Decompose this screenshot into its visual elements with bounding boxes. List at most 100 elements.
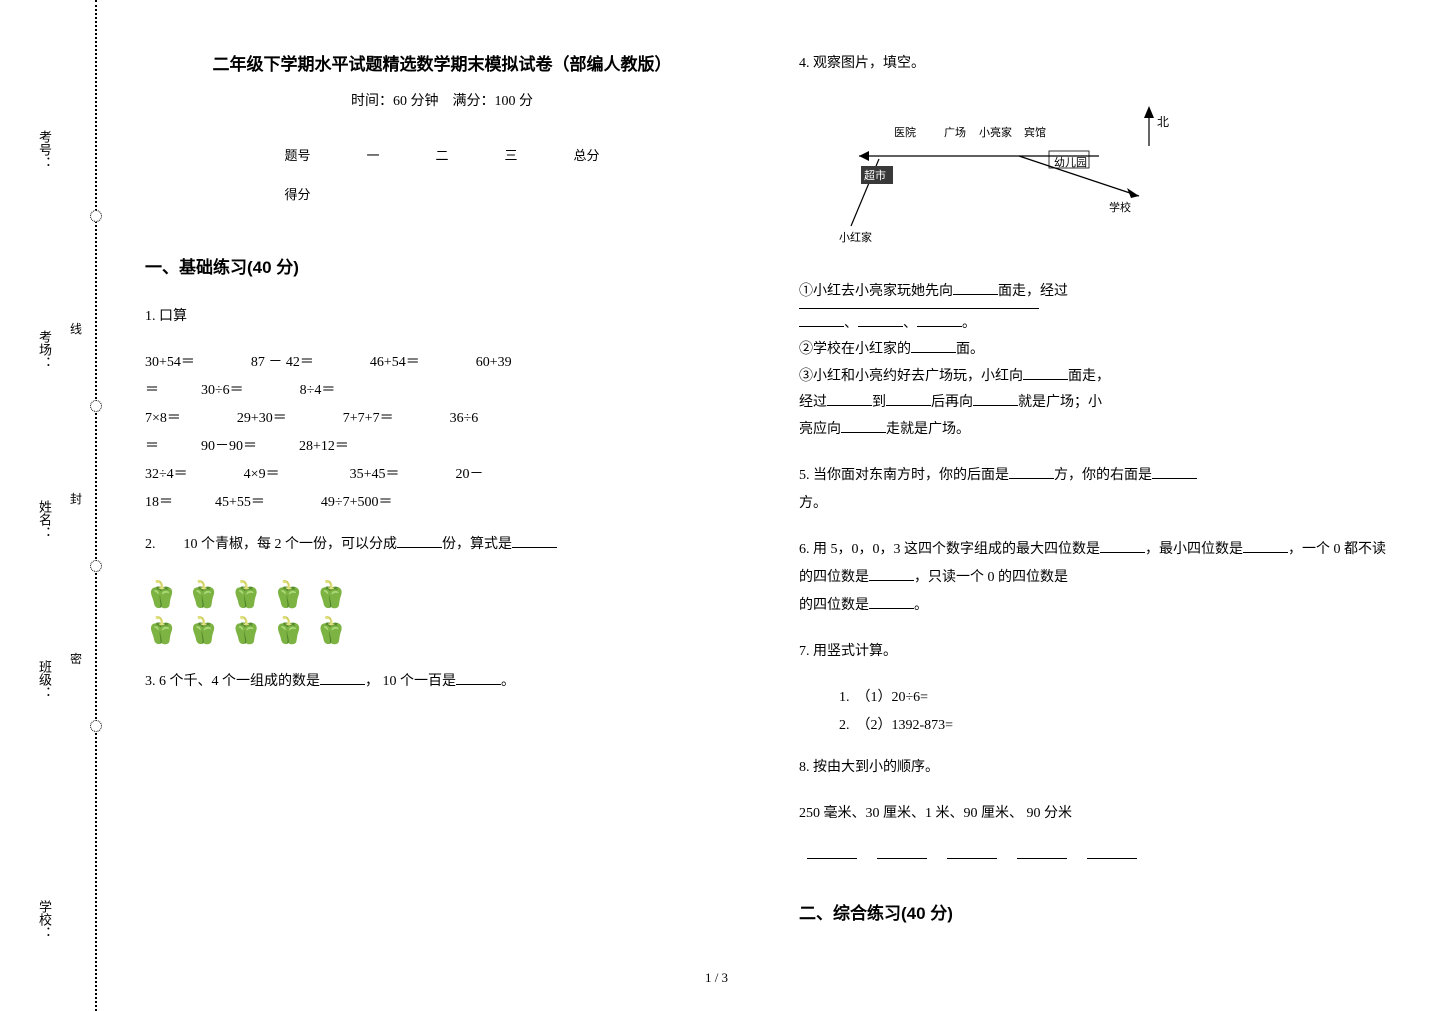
arrow-left-icon — [859, 151, 869, 161]
pepper-row: 🫑🫑🫑🫑🫑 — [145, 577, 739, 613]
q4-l2d: 。 — [962, 316, 976, 331]
q6: 6. 用 5，0，0，3 这四个数字组成的最大四位数是，最小四位数是，一个 0 … — [799, 536, 1393, 620]
q6-text-e: 。 — [914, 598, 928, 613]
q6-text-b: ，最小四位数是 — [1145, 542, 1243, 557]
blank — [947, 858, 997, 859]
section-1-heading: 一、基础练习(40 分) — [145, 253, 739, 278]
calc-row: 30+54＝ 87 － 42＝ 46+54＝ 60+39 — [145, 349, 739, 377]
seam-circle-icon — [90, 400, 102, 412]
blank — [1017, 858, 1067, 859]
map-label-north: 北 — [1157, 115, 1169, 129]
q4-l1b: 面走，经过 — [998, 284, 1068, 299]
binding-edge: 考号：考场：姓名：班级：学校：线封密 — [0, 0, 115, 1011]
blank — [911, 339, 956, 353]
q5-text-b: 方，你的右面是 — [1054, 468, 1152, 483]
q4-l5b: 到 — [872, 395, 886, 410]
blank — [917, 313, 962, 327]
q1-calculations: 30+54＝ 87 － 42＝ 46+54＝ 60+39 ＝ 30÷6＝ 8÷4… — [145, 349, 739, 517]
blank — [869, 567, 914, 581]
blank — [456, 671, 501, 685]
map-label-kinder: 幼儿园 — [1054, 156, 1087, 169]
score-table: 题号 一 二 三 总分 得分 — [256, 135, 627, 213]
blank — [799, 313, 844, 327]
right-column: 4. 观察图片，填空。 超市 医院 广场 小亮家 — [799, 50, 1393, 981]
q6-text-e-pre: 的四位数是 — [799, 598, 869, 613]
binding-label: 姓名： — [35, 500, 54, 539]
exam-subtitle: 时间：60 分钟 满分：100 分 — [145, 90, 739, 110]
q5-text-a: 5. 当你面对东南方时，你的后面是 — [799, 468, 1009, 483]
blank — [320, 671, 365, 685]
q4-l5c: 后再向 — [931, 395, 973, 410]
q4-l6b: 走就是广场。 — [886, 422, 970, 437]
page-content: 二年级下学期水平试题精选数学期末模拟试卷（部编人教版） 时间：60 分钟 满分：… — [115, 0, 1433, 1011]
blank — [877, 858, 927, 859]
section-2-heading: 二、综合练习(40 分) — [799, 899, 1393, 924]
pepper-row: 🫑🫑🫑🫑🫑 — [145, 613, 739, 649]
binding-label: 学校： — [35, 900, 54, 939]
q2-text-b: 份，算式是 — [442, 537, 512, 552]
q3: 3. 6 个千、4 个一组成的数是 ， 10 个一百是 。 — [145, 668, 739, 696]
map-label-market: 超市 — [864, 168, 886, 182]
q4-l1a: ①小红去小亮家玩她先向 — [799, 284, 953, 299]
q1-label: 1. 口算 — [145, 303, 739, 331]
left-column: 二年级下学期水平试题精选数学期末模拟试卷（部编人教版） 时间：60 分钟 满分：… — [145, 50, 739, 981]
q6-text-d: ，只读一个 0 的四位数是 — [914, 570, 1068, 585]
blank — [1100, 539, 1145, 553]
q7-items: 1. （1）20÷6= 2. （2）1392-873= — [799, 684, 1393, 740]
q4-l3b: 面。 — [956, 342, 984, 357]
q8-label: 8. 按由大到小的顺序。 — [799, 754, 1393, 782]
blank — [858, 313, 903, 327]
map-label-hotel: 宾馆 — [1024, 125, 1046, 139]
q3-text-b: ， 10 个一百是 — [365, 674, 456, 689]
calc-row: 7×8＝ 29+30＝ 7+7+7＝ 36÷6 — [145, 405, 739, 433]
seam-char: 封 — [70, 490, 82, 507]
dotted-seam-line — [95, 0, 97, 1011]
q5-text-c: 方。 — [799, 496, 827, 511]
calc-row: 32÷4＝ 4×9＝ 35+45＝ 20－ — [145, 461, 739, 489]
th-three: 三 — [477, 135, 546, 174]
calc-row: ＝ 90－90＝ 28+12＝ — [145, 433, 739, 461]
q4-l4a: ③小红和小亮约好去广场玩，小红向 — [799, 369, 1023, 384]
td-blank — [338, 174, 407, 213]
exam-title: 二年级下学期水平试题精选数学期末模拟试卷（部编人教版） — [145, 50, 739, 75]
seam-circle-icon — [90, 560, 102, 572]
q8-items: 250 毫米、30 厘米、1 米、90 厘米、 90 分米 — [799, 800, 1393, 828]
map-illustration: 超市 医院 广场 小亮家 宾馆 北 幼儿园 学校 小红家 — [839, 96, 1199, 261]
q3-text-a: 3. 6 个千、4 个一组成的数是 — [145, 674, 320, 689]
binding-label: 考号： — [35, 130, 54, 169]
q4-l3a: ②学校在小红家的 — [799, 342, 911, 357]
map-label-hong-home: 小红家 — [839, 230, 872, 244]
blank — [869, 595, 914, 609]
north-arrow-icon — [1144, 106, 1154, 118]
q8-blanks — [799, 846, 1393, 864]
q4-l4b: 面走， — [1068, 369, 1110, 384]
td-score-label: 得分 — [256, 174, 338, 213]
map-label-square: 广场 — [944, 125, 966, 139]
binding-label: 考场： — [35, 330, 54, 369]
seam-circle-icon — [90, 210, 102, 222]
peppers-illustration: 🫑🫑🫑🫑🫑 🫑🫑🫑🫑🫑 — [145, 577, 739, 650]
blank — [512, 534, 557, 548]
calc-row: ＝ 30÷6＝ 8÷4＝ — [145, 377, 739, 405]
q4-label: 4. 观察图片，填空。 — [799, 50, 1393, 78]
blank — [397, 534, 442, 548]
blank — [827, 392, 872, 406]
q4-l2b: 、 — [844, 316, 858, 331]
th-two: 二 — [407, 135, 476, 174]
q3-text-c: 。 — [501, 674, 515, 689]
q4-l2c: 、 — [903, 316, 917, 331]
q2: 2. 10 个青椒，每 2 个一份，可以分成份，算式是 — [145, 531, 739, 559]
td-blank — [477, 174, 546, 213]
blank — [1023, 366, 1068, 380]
q4-body: ①小红去小亮家玩她先向 面走，经过 、 、 。 ②学校在小红家的 面。 ③小红和小亮约好… — [799, 279, 1393, 444]
blank — [841, 419, 886, 433]
list-item: 2. （2）1392-873= — [839, 712, 1393, 740]
seam-char: 线 — [70, 320, 82, 337]
blank — [1087, 858, 1137, 859]
th-number: 题号 — [256, 135, 338, 174]
blank — [1152, 465, 1197, 479]
th-total: 总分 — [546, 135, 628, 174]
q4-l6a: 亮应向 — [799, 422, 841, 437]
list-item: 1. （1）20÷6= — [839, 684, 1393, 712]
td-blank — [546, 174, 628, 213]
